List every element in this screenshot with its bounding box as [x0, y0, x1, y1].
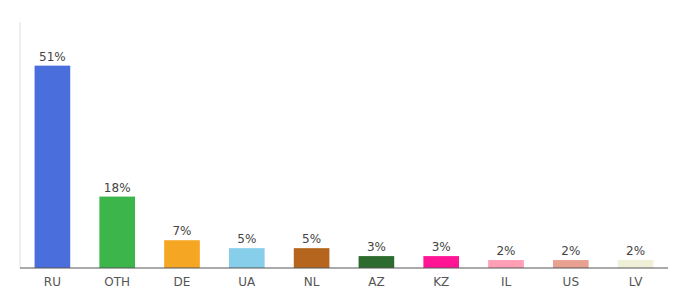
x-tick-label: AZ — [368, 275, 384, 289]
data-label: 51% — [39, 50, 66, 64]
y-axis-line — [20, 22, 21, 268]
data-label: 7% — [172, 224, 191, 238]
chart-container: 51% 18% 7% 5% 5% 3% 3% 2% 2% 2% RU OTH DE UA NL AZ KZ IL U… — [0, 0, 680, 300]
x-tick-labels: RU OTH DE UA NL AZ KZ IL US LV — [44, 275, 643, 289]
data-label: 2% — [626, 244, 645, 258]
data-label: 5% — [302, 232, 321, 246]
bar — [229, 248, 265, 268]
data-label: 3% — [367, 240, 386, 254]
bar — [553, 260, 589, 268]
bar — [164, 240, 200, 268]
bar — [359, 256, 395, 268]
x-tick-label: OTH — [104, 275, 130, 289]
data-label: 18% — [104, 181, 131, 195]
x-tick-label: KZ — [433, 275, 449, 289]
bar — [618, 260, 654, 268]
x-axis-line — [20, 268, 668, 269]
data-label: 5% — [237, 232, 256, 246]
bar — [488, 260, 524, 268]
bars — [35, 66, 654, 268]
x-tick-label: US — [563, 275, 579, 289]
x-tick-label: NL — [304, 275, 320, 289]
data-label: 3% — [432, 240, 451, 254]
data-label: 2% — [496, 244, 515, 258]
bar — [294, 248, 330, 268]
bar — [423, 256, 459, 268]
bar — [99, 197, 135, 268]
x-tick-label: DE — [174, 275, 191, 289]
x-tick-label: RU — [44, 275, 61, 289]
x-tick-label: LV — [629, 275, 643, 289]
x-tick-label: IL — [501, 275, 512, 289]
chart: 51% 18% 7% 5% 5% 3% 3% 2% 2% 2% RU OTH DE UA NL AZ KZ IL U… — [0, 0, 680, 300]
data-label: 2% — [561, 244, 580, 258]
data-labels: 51% 18% 7% 5% 5% 3% 3% 2% 2% 2% — [39, 50, 645, 258]
x-tick-label: UA — [238, 275, 256, 289]
bar — [35, 66, 71, 268]
